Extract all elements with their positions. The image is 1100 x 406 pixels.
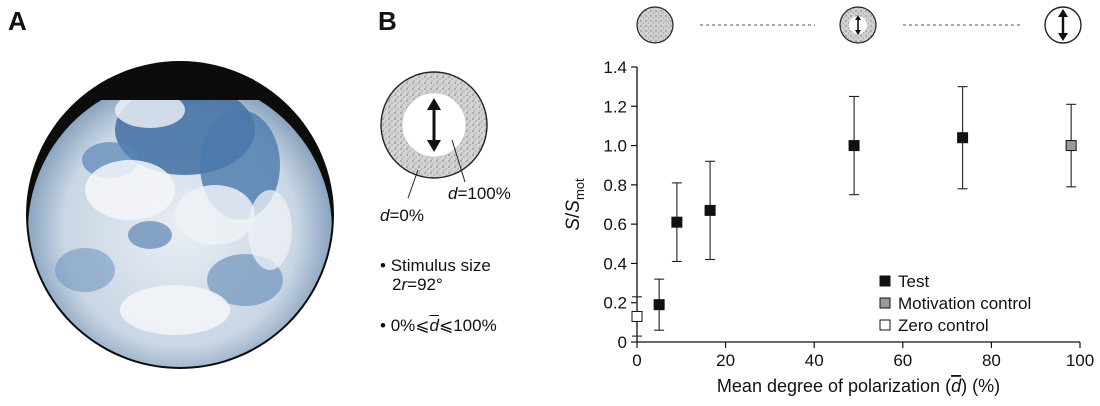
y-tick-label: 0.6 — [603, 215, 627, 234]
legend-swatch — [879, 297, 891, 309]
data-point — [631, 310, 643, 322]
y-axis-label: S/Smot — [563, 178, 587, 231]
legend: Test Motivation control Zero control — [879, 272, 1031, 335]
stimulus-size-line1: Stimulus size — [380, 256, 491, 276]
polarization-chart: 0 20 40 60 80 100 0 0.2 0.4 0.6 0.8 1.0 1.2 1.4 Mean d… — [563, 58, 1094, 396]
sky-photo — [26, 61, 334, 369]
stimulus-size-line2: 2r=92° — [392, 275, 443, 294]
y-tick-label: 0 — [618, 333, 627, 352]
icon-medium-polarization — [839, 6, 877, 44]
legend-label: Test — [898, 272, 929, 291]
panel-b-label: B — [378, 6, 397, 36]
icon-full-polarization — [1044, 6, 1082, 44]
legend-label: Zero control — [898, 316, 989, 335]
legend-swatch — [879, 275, 891, 287]
y-tick-label: 1.4 — [603, 58, 627, 77]
x-tick-label: 0 — [632, 351, 641, 370]
data-point — [653, 299, 665, 311]
x-tick-label: 80 — [982, 351, 1001, 370]
legend-label: Motivation control — [898, 294, 1031, 313]
x-axis-label: Mean degree of polarization (d) (%) — [717, 376, 1000, 396]
x-tick-label: 40 — [805, 351, 824, 370]
data-point — [848, 140, 860, 152]
x-tick-label: 60 — [893, 351, 912, 370]
outer-ring-label: d=0% — [380, 206, 424, 225]
data-point — [671, 216, 683, 228]
y-tick-label: 1.0 — [603, 137, 627, 156]
inner-disc-label: d=100% — [448, 184, 511, 203]
data-point — [704, 204, 716, 216]
data-point — [1065, 140, 1077, 152]
polarization-range: 0%⩽d⩽100% — [380, 316, 497, 336]
legend-swatch — [879, 319, 891, 331]
x-tick-label: 20 — [716, 351, 735, 370]
y-tick-label: 0.4 — [603, 254, 627, 273]
data-point — [957, 132, 969, 144]
stimulus-icons-row — [636, 6, 1082, 44]
stimulus-diagram — [380, 71, 488, 199]
icon-zero-polarization — [636, 6, 674, 44]
y-tick-label: 0.2 — [603, 294, 627, 313]
x-tick-label: 100 — [1066, 351, 1094, 370]
panel-a-label: A — [8, 6, 27, 36]
y-tick-label: 1.2 — [603, 97, 627, 116]
y-tick-label: 0.8 — [603, 176, 627, 195]
